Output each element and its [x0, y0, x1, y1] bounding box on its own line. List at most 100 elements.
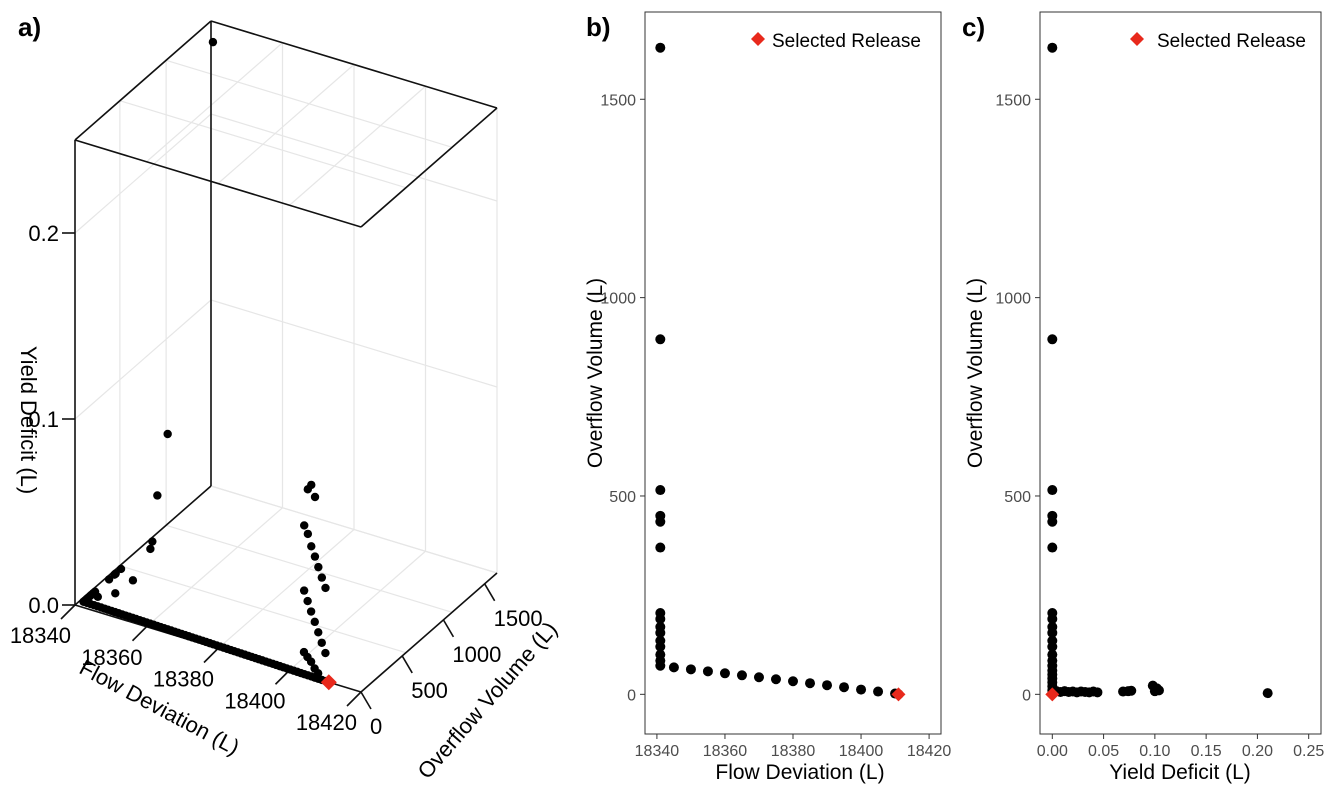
- panel-a-data-point: [310, 617, 319, 627]
- b-x-tick-label: 18400: [839, 743, 884, 760]
- c-x-tick-label: 0.05: [1088, 743, 1119, 760]
- panel-a-top-edge: [210, 20, 498, 109]
- panel-c-ylabel: Overflow Volume (L): [964, 278, 987, 468]
- panel-b-y-ticks: 0 500 1000 1500: [600, 92, 645, 704]
- b-data-point: [805, 678, 816, 689]
- panel-a-x-tick-label: 18360: [81, 645, 142, 670]
- c-x-tick-label: 0.25: [1293, 743, 1324, 760]
- panel-a-grid-line: [74, 299, 212, 420]
- panel-a-grid: [74, 20, 498, 693]
- c-data-point: [1153, 685, 1164, 696]
- c-data-point: [1047, 641, 1058, 652]
- panel-a-data-point: [307, 480, 316, 490]
- panel-c-legend-key-diamond: [1130, 32, 1144, 46]
- panel-c-x-ticks: 0.00 0.05 0.10 0.15 0.20 0.25: [1037, 734, 1324, 760]
- b-data-point: [753, 672, 764, 683]
- c-data-point: [1047, 334, 1058, 345]
- c-x-tick-label: 0.00: [1037, 743, 1068, 760]
- panel-b-plot-border: [644, 11, 942, 735]
- c-data-point: [1126, 685, 1137, 696]
- b-data-point: [873, 686, 884, 697]
- panel-a-top-edge: [74, 139, 362, 228]
- b-data-point: [655, 627, 666, 638]
- panel-a-data-point: [310, 552, 320, 561]
- panel-b-scatter: b) 0 500 1000 1500 18340 18360 18380 18400 1842…: [584, 11, 952, 784]
- b-y-tick-label: 1000: [600, 291, 636, 308]
- panel-a-data-point: [321, 583, 330, 593]
- panel-a-y-tick-label: 0: [370, 714, 382, 739]
- panel-a-data-point: [163, 429, 172, 439]
- panel-b-legend-label: Selected Release: [772, 31, 921, 52]
- panel-b-x-ticks: 18340 18360 18380 18400 18420: [635, 734, 952, 760]
- panel-a-box-frame: [74, 20, 498, 693]
- c-x-tick-label: 0.15: [1191, 743, 1222, 760]
- b-data-point: [788, 676, 798, 687]
- panel-a-data-point: [317, 638, 326, 647]
- panel-a-data-point: [148, 537, 157, 546]
- panel-b-xlabel: Flow Deviation (L): [715, 761, 884, 784]
- c-data-point: [1047, 485, 1058, 496]
- panel-a-y-tick-label: 500: [411, 678, 448, 703]
- c-x-tick-label: 0.20: [1242, 743, 1273, 760]
- panel-a-selected-release-point: [320, 674, 337, 691]
- panel-a-x-tick-label: 18380: [153, 667, 214, 692]
- panel-b-legend-key-diamond: [751, 32, 765, 46]
- panel-c-scatter: c) 0 500 1000 1500 0.00 0.05 0.10 0.15 0.20 0.25…: [962, 11, 1324, 784]
- c-data-point: [1047, 516, 1058, 527]
- panel-a-grid-line: [217, 64, 355, 184]
- b-x-tick-label: 18420: [907, 743, 952, 760]
- b-x-tick-label: 18380: [771, 743, 816, 760]
- panel-c-y-ticks: 0 500 1000 1500: [995, 92, 1040, 704]
- panel-c-legend-label: Selected Release: [1157, 31, 1306, 52]
- panel-a-x-tick-mark: [131, 626, 148, 642]
- panel-a-zlabel: Yield Deficit (L): [16, 346, 41, 494]
- c-data-point: [1047, 542, 1058, 553]
- panel-a-data-point: [146, 544, 155, 554]
- b-data-point: [655, 42, 666, 53]
- panel-a-data-point: [307, 542, 316, 551]
- b-x-tick-label: 18360: [703, 743, 748, 760]
- c-y-tick-label: 0: [1022, 687, 1031, 704]
- c-selected-release-point: [1045, 687, 1060, 702]
- b-data-point: [655, 334, 666, 345]
- panel-a-y-tick-mark: [442, 619, 455, 638]
- panel-a-top-edge: [360, 107, 498, 228]
- panel-b-legend: Selected Release: [751, 31, 921, 52]
- c-data-point: [1092, 687, 1103, 698]
- b-data-point: [655, 516, 666, 527]
- panel-a-grid-line: [146, 42, 283, 163]
- panel-a-grid-line: [74, 113, 212, 234]
- b-y-tick-label: 0: [627, 687, 636, 704]
- panel-a-data-point: [299, 586, 309, 595]
- panel-a-data-point: [104, 575, 114, 584]
- panel-a-tag: a): [18, 12, 41, 42]
- panel-a-data-point: [303, 529, 313, 539]
- b-data-point: [655, 485, 666, 496]
- panel-a-z-tick-label: 0.0: [28, 593, 59, 618]
- panel-c-plot-border: [1039, 11, 1322, 735]
- panel-b-tag: b): [586, 12, 611, 42]
- panel-b-ylabel: Overflow Volume (L): [584, 278, 607, 468]
- b-data-point: [655, 613, 666, 624]
- panel-a-points: [79, 37, 337, 691]
- panel-a-y-axis-line: [360, 572, 498, 693]
- panel-a-data-point: [306, 607, 316, 616]
- panel-a-grid-line: [217, 529, 355, 649]
- panel-a-data-point: [128, 576, 138, 585]
- b-data-point: [822, 680, 833, 691]
- panel-a-y-tick-mark: [483, 583, 496, 602]
- panel-a-y-tick-label: 1000: [452, 642, 501, 667]
- panel-c-xlabel: Yield Deficit (L): [1109, 761, 1251, 784]
- panel-a-data-point: [317, 573, 327, 582]
- panel-a-data-point: [314, 628, 323, 637]
- panel-c-tag: c): [962, 12, 985, 42]
- b-selected-release-point: [891, 687, 906, 702]
- panel-a-z-tick-label: 0.1: [28, 407, 59, 432]
- b-data-point: [856, 684, 867, 695]
- panel-a-grid-line: [289, 550, 426, 671]
- panel-a-y-tick-label: 1500: [494, 606, 543, 631]
- c-data-point: [1262, 688, 1273, 699]
